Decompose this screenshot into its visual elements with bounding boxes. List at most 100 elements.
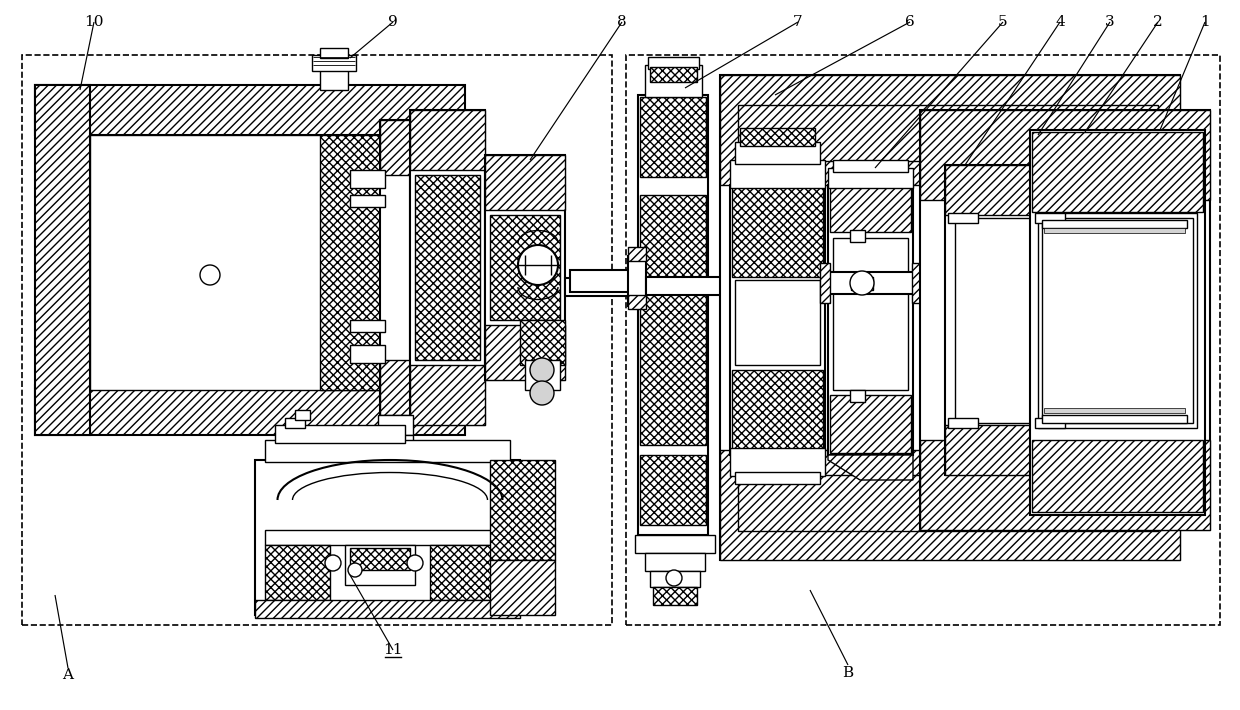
Bar (732, 370, 823, 450)
Bar (653, 587, 697, 605)
Bar (350, 320, 384, 332)
Bar (410, 110, 485, 170)
Circle shape (529, 358, 554, 382)
Bar (920, 440, 1210, 530)
Text: A: A (62, 668, 73, 682)
Bar (720, 450, 1180, 560)
Bar (646, 277, 1025, 295)
Bar (627, 295, 646, 309)
Bar (740, 128, 815, 146)
Bar (851, 277, 873, 290)
Bar (1044, 228, 1185, 233)
Text: 3: 3 (1105, 15, 1115, 29)
Bar (35, 85, 91, 435)
Bar (849, 390, 866, 402)
Bar (265, 530, 510, 545)
Bar (1035, 213, 1065, 223)
Bar (732, 187, 823, 277)
Bar (645, 65, 702, 97)
Bar (639, 95, 708, 535)
Bar (949, 418, 978, 428)
Bar (830, 187, 911, 232)
Bar (650, 67, 697, 82)
Bar (410, 365, 485, 425)
Bar (320, 68, 348, 90)
Bar (735, 142, 820, 164)
Bar (485, 155, 565, 210)
Bar (378, 435, 413, 450)
Bar (350, 195, 384, 207)
Bar (640, 195, 706, 445)
Circle shape (666, 570, 682, 586)
Bar (285, 418, 305, 428)
Bar (738, 475, 1158, 531)
Text: 7: 7 (794, 15, 802, 29)
Bar (650, 571, 701, 587)
Bar (1032, 440, 1203, 512)
Bar (820, 263, 830, 303)
Bar (730, 448, 825, 476)
Bar (430, 545, 495, 600)
Bar (645, 553, 706, 571)
Bar (730, 185, 825, 455)
Bar (35, 85, 465, 135)
Circle shape (200, 265, 219, 285)
Bar (911, 263, 923, 303)
Bar (570, 270, 640, 292)
Bar (955, 218, 1176, 423)
Bar (22, 55, 613, 625)
Bar (1030, 130, 1205, 515)
Bar (1032, 132, 1203, 212)
Bar (345, 545, 415, 585)
Bar (379, 120, 410, 175)
Text: 2: 2 (1153, 15, 1163, 29)
Bar (826, 272, 916, 294)
Bar (490, 215, 560, 320)
Bar (379, 360, 410, 415)
Bar (1042, 218, 1193, 423)
Bar (627, 256, 646, 306)
Bar (365, 450, 420, 468)
Text: 6: 6 (905, 15, 915, 29)
Bar (627, 247, 646, 261)
Text: 8: 8 (618, 15, 626, 29)
Bar (350, 345, 384, 363)
Text: B: B (842, 666, 853, 680)
Text: 5: 5 (998, 15, 1008, 29)
Circle shape (529, 381, 554, 405)
Bar (490, 460, 556, 560)
Bar (640, 97, 706, 177)
Bar (1042, 220, 1187, 228)
Bar (490, 560, 556, 615)
Bar (649, 57, 699, 69)
Bar (255, 600, 520, 618)
Bar (735, 280, 820, 365)
Bar (640, 455, 706, 525)
Bar (485, 155, 565, 380)
Bar (91, 135, 379, 390)
Text: 4: 4 (1055, 15, 1065, 29)
Bar (565, 278, 640, 296)
Bar (255, 460, 520, 615)
Bar (720, 75, 1180, 560)
Text: 10: 10 (84, 15, 104, 29)
Polygon shape (828, 455, 913, 480)
Circle shape (407, 555, 423, 571)
Bar (35, 385, 465, 435)
Text: 9: 9 (388, 15, 398, 29)
Bar (320, 135, 379, 390)
Bar (320, 48, 348, 58)
Bar (949, 213, 978, 223)
Bar (265, 545, 330, 600)
Bar (730, 160, 825, 188)
Bar (520, 320, 565, 365)
Bar (833, 238, 908, 390)
Bar (945, 165, 1185, 215)
Bar (1042, 415, 1187, 423)
Bar (626, 55, 1220, 625)
Bar (828, 185, 913, 455)
Bar (415, 175, 480, 360)
Bar (265, 440, 510, 462)
Bar (828, 168, 913, 188)
Bar (275, 425, 405, 443)
